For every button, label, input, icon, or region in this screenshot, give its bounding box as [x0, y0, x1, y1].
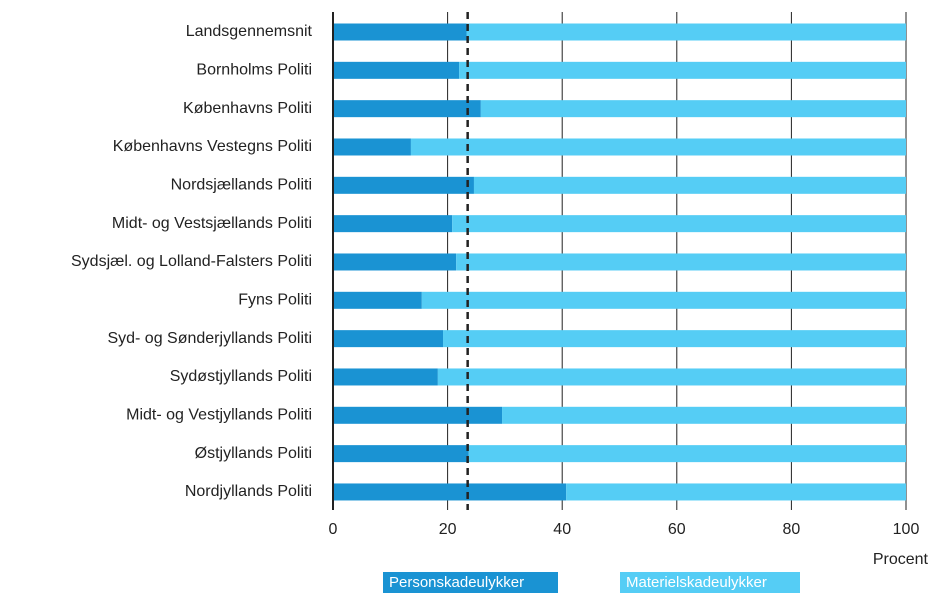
bar-segment [333, 330, 444, 348]
y-tick-label: Landsgennemsnit [186, 23, 313, 40]
bar-segment [421, 291, 906, 309]
y-tick-label: Fyns Politi [238, 292, 312, 309]
legend-label: Materielskadeulykker [626, 574, 767, 591]
y-tick-label: Bornholms Politi [196, 62, 312, 79]
bar-segment [333, 23, 467, 41]
legend-label: Personskadeulykker [389, 574, 524, 591]
x-tick-label: 0 [329, 521, 338, 538]
bar-segment [333, 291, 422, 309]
y-tick-label: Nordjyllands Politi [185, 483, 312, 500]
y-tick-label: Midt- og Vestsjællands Politi [112, 215, 312, 232]
bar-segment [437, 368, 906, 386]
x-axis-label: Procent [873, 551, 929, 568]
bar-segment [468, 445, 906, 463]
y-tick-label: Midt- og Vestjyllands Politi [126, 407, 312, 424]
bar-segment [452, 215, 906, 233]
bar-segment [333, 406, 503, 424]
bar-segment [473, 176, 906, 194]
bar-segment [410, 138, 906, 156]
bar-segment [333, 445, 469, 463]
legend-swatch [383, 572, 558, 593]
bar-segment [333, 483, 567, 501]
bar-segment [333, 100, 481, 118]
bar-segment [333, 253, 457, 271]
bar-segment [502, 406, 906, 424]
y-tick-label: Københavns Politi [183, 100, 312, 117]
bar-segment [333, 215, 453, 233]
y-tick-label: Syd- og Sønderjyllands Politi [107, 330, 312, 347]
legend-swatch [620, 572, 800, 593]
bar-segment [566, 483, 906, 501]
y-tick-label: Nordsjællands Politi [171, 177, 312, 194]
x-tick-label: 40 [553, 521, 571, 538]
y-tick-label: Sydøstjyllands Politi [170, 368, 312, 385]
y-tick-label: Østjyllands Politi [195, 445, 312, 462]
y-tick-label: Sydsjæl. og Lolland-Falsters Politi [71, 253, 312, 270]
bar-segment [466, 23, 906, 41]
x-tick-label: 100 [893, 521, 920, 538]
y-tick-label: Københavns Vestegns Politi [113, 138, 312, 155]
bar-segment [456, 253, 906, 271]
bar-segment [333, 138, 411, 156]
bar-segment [480, 100, 906, 118]
bar-segment [333, 368, 438, 386]
bar-segment [333, 61, 460, 79]
bar-segment [443, 330, 906, 348]
x-tick-label: 80 [783, 521, 801, 538]
bar-segment [333, 176, 474, 194]
bar-segment [459, 61, 906, 79]
x-tick-label: 20 [439, 521, 457, 538]
x-tick-label: 60 [668, 521, 686, 538]
